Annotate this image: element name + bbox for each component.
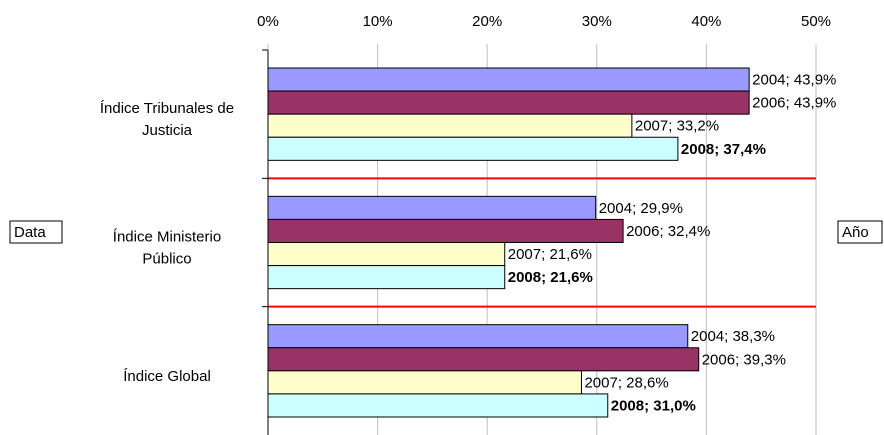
bar [267, 136, 679, 161]
category-label: Índice Global [123, 368, 211, 385]
x-tick-label: 50% [801, 13, 831, 30]
data-label: 2004; 38,3% [691, 328, 775, 345]
category-label: Índice Ministerio Público [113, 228, 221, 267]
bar [267, 242, 506, 267]
series-field-label: Año [842, 224, 869, 241]
data-label: 2008; 31,0% [611, 397, 696, 414]
bar [267, 195, 597, 220]
bar [267, 218, 624, 244]
x-tick-label: 40% [691, 13, 721, 30]
data-label: 2008; 37,4% [681, 141, 766, 158]
x-tick-label: 30% [582, 13, 612, 30]
x-tick-label: 10% [363, 13, 393, 30]
bar [267, 324, 689, 349]
bar [267, 265, 506, 290]
bar [267, 393, 609, 418]
data-label: 2008; 21,6% [508, 269, 593, 286]
series-field-button [837, 220, 883, 244]
data-field-button [9, 220, 63, 244]
bar [267, 347, 700, 372]
x-tick-label: 0% [257, 13, 279, 30]
data-field-label: Data [14, 224, 46, 241]
data-label: 2004; 43,9% [752, 72, 836, 89]
data-label: 2007; 21,6% [508, 246, 592, 263]
data-label: 2004; 29,9% [599, 200, 683, 217]
bar [267, 90, 750, 115]
x-tick-label: 20% [472, 13, 502, 30]
bar [267, 113, 633, 138]
bar [267, 67, 750, 92]
data-label: 2007; 33,2% [635, 118, 719, 135]
category-label: Índice Tribunales de Justicia [100, 100, 234, 139]
data-label: 2007; 28,6% [584, 374, 668, 391]
data-label: 2006; 43,9% [752, 95, 836, 112]
data-label: 2006; 39,3% [702, 351, 786, 368]
data-label: 2006; 32,4% [626, 223, 710, 240]
bar [267, 370, 582, 395]
